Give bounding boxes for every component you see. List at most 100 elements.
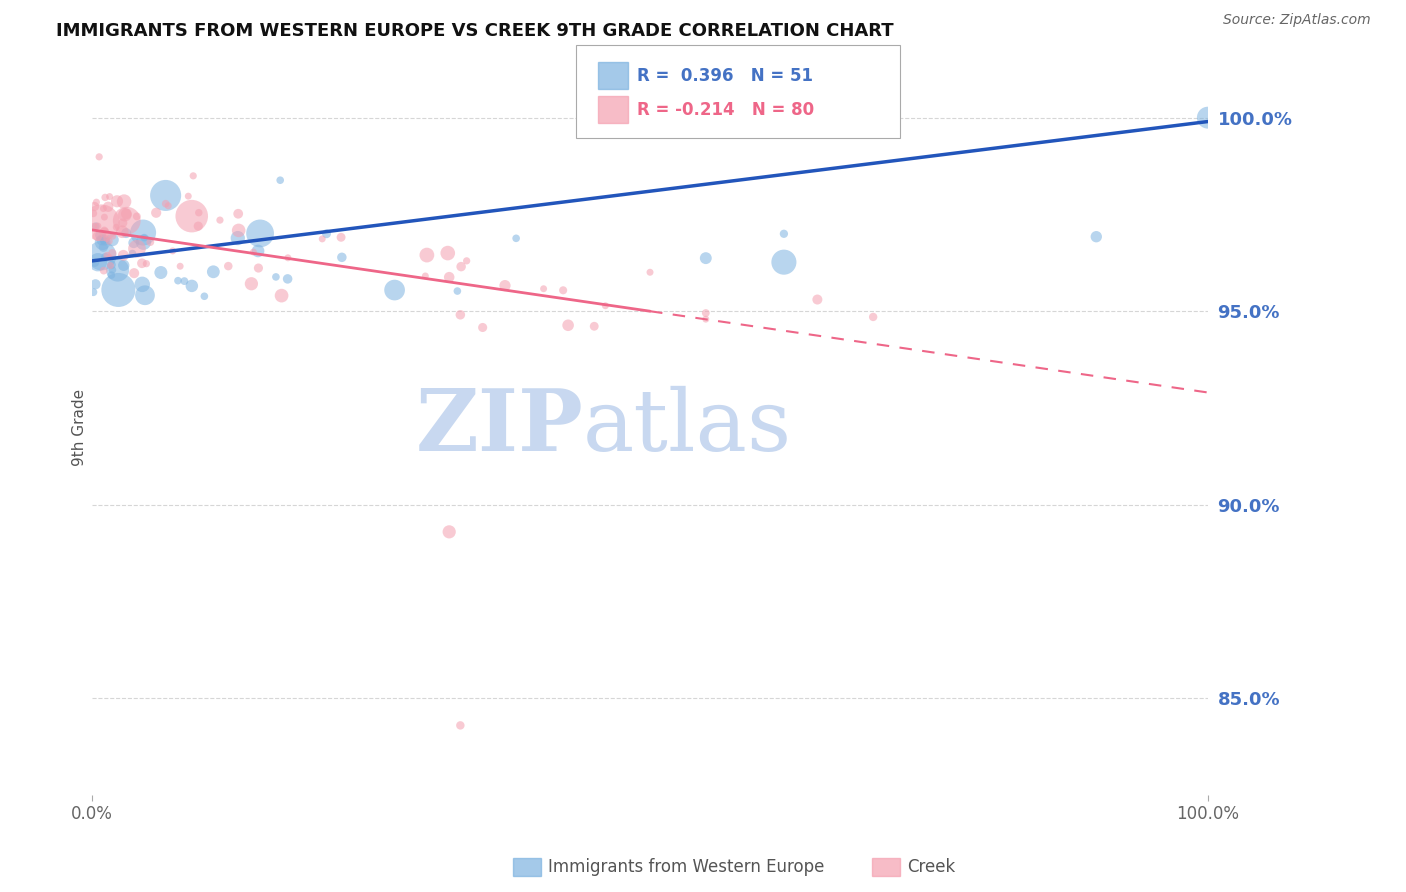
Point — [93, 263, 115, 277]
Point — [90, 228, 112, 243]
Point — [91, 235, 114, 250]
Point — [112, 194, 135, 209]
Point — [169, 259, 191, 273]
Point — [157, 199, 180, 213]
Point — [533, 282, 555, 296]
Point — [100, 258, 122, 272]
Point — [862, 310, 884, 324]
Point — [98, 189, 121, 203]
Point — [173, 274, 195, 288]
Point — [242, 245, 264, 260]
Point — [101, 233, 124, 247]
Point — [330, 250, 353, 264]
Text: atlas: atlas — [583, 385, 792, 469]
Point — [415, 268, 437, 283]
Point — [264, 269, 287, 284]
Point — [125, 242, 148, 256]
Point — [315, 227, 337, 241]
Point — [83, 255, 105, 269]
Point — [446, 284, 468, 298]
Point — [202, 265, 225, 279]
Point — [84, 277, 107, 292]
Point — [695, 306, 717, 320]
Point — [456, 253, 478, 268]
Point — [105, 220, 128, 235]
Text: IMMIGRANTS FROM WESTERN EUROPE VS CREEK 9TH GRADE CORRELATION CHART: IMMIGRANTS FROM WESTERN EUROPE VS CREEK … — [56, 22, 894, 40]
Point — [277, 272, 299, 286]
Point — [437, 270, 460, 285]
Point — [494, 278, 516, 293]
Point — [122, 266, 145, 280]
Point — [134, 230, 156, 244]
Point — [98, 234, 121, 248]
Point — [187, 205, 209, 219]
Point — [806, 293, 828, 307]
Point — [181, 169, 204, 183]
Point — [638, 265, 661, 279]
Point — [131, 256, 153, 270]
Point — [101, 246, 124, 260]
Point — [449, 718, 471, 732]
Point — [139, 235, 162, 249]
Point — [450, 260, 472, 274]
Point — [311, 232, 333, 246]
Point — [94, 190, 117, 204]
Point — [111, 216, 134, 230]
Point — [111, 225, 134, 239]
Point — [107, 283, 129, 297]
Point — [583, 319, 606, 334]
Point — [100, 259, 122, 273]
Point — [93, 235, 115, 249]
Point — [247, 260, 270, 275]
Point — [145, 206, 167, 220]
Point — [553, 283, 575, 297]
Point — [437, 524, 460, 539]
Point — [595, 299, 617, 313]
Point — [436, 246, 458, 260]
Point — [226, 231, 249, 245]
Point — [505, 231, 527, 245]
Point — [180, 279, 202, 293]
Point — [155, 188, 177, 202]
Point — [134, 288, 156, 302]
Point — [247, 244, 270, 258]
Point — [115, 213, 138, 227]
Point — [122, 235, 145, 250]
Point — [93, 240, 115, 254]
Point — [93, 226, 115, 240]
Point — [135, 257, 157, 271]
Point — [84, 219, 107, 233]
Point — [228, 223, 250, 237]
Point — [115, 207, 138, 221]
Point — [121, 246, 143, 260]
Point — [101, 263, 124, 277]
Point — [86, 229, 108, 244]
Point — [1197, 111, 1219, 125]
Text: R =  0.396   N = 51: R = 0.396 N = 51 — [637, 67, 813, 85]
Point — [89, 150, 111, 164]
Text: Creek: Creek — [907, 858, 955, 876]
Point — [131, 277, 153, 292]
Point — [155, 196, 177, 211]
Point — [112, 248, 135, 262]
Y-axis label: 9th Grade: 9th Grade — [72, 389, 87, 466]
Point — [208, 213, 231, 227]
Point — [90, 249, 112, 263]
Point — [107, 263, 129, 277]
Text: R = -0.214   N = 80: R = -0.214 N = 80 — [637, 101, 814, 119]
Point — [416, 248, 439, 262]
Point — [471, 320, 494, 334]
Point — [149, 266, 172, 280]
Point — [557, 318, 579, 333]
Point — [132, 235, 155, 250]
Point — [773, 227, 796, 241]
Text: Source: ZipAtlas.com: Source: ZipAtlas.com — [1223, 13, 1371, 28]
Point — [695, 312, 717, 326]
Point — [125, 210, 148, 224]
Point — [115, 226, 138, 240]
Point — [112, 258, 135, 272]
Point — [167, 274, 190, 288]
Point — [277, 251, 299, 265]
Point — [93, 233, 115, 247]
Point — [187, 219, 209, 234]
